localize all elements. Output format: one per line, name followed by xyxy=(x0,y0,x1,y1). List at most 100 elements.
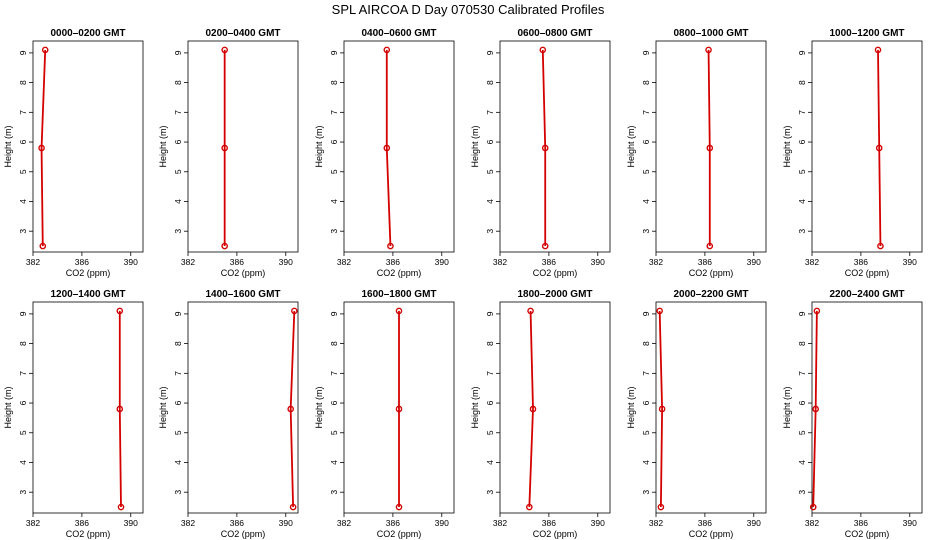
y-tick-label: 7 xyxy=(18,371,28,376)
y-tick-label: 9 xyxy=(641,311,651,316)
x-tick-label: 386 xyxy=(230,257,244,267)
data-point xyxy=(877,242,884,250)
x-tick-label: 390 xyxy=(591,257,605,267)
x-tick-label: 386 xyxy=(75,257,89,267)
data-point xyxy=(875,144,883,152)
y-tick-label: 5 xyxy=(329,430,339,435)
x-tick-label: 390 xyxy=(279,518,293,528)
data-point xyxy=(706,144,714,152)
series-line xyxy=(877,49,882,247)
x-axis-label: CO2 (ppm) xyxy=(66,529,111,539)
y-tick-label: 3 xyxy=(485,490,495,495)
data-point xyxy=(706,242,714,250)
data-point xyxy=(221,46,228,54)
chart-panel: 1200–1400 GMT 382 386 390 3 4 5 6 7 8 9 CO2 (ppm) He… xyxy=(3,289,144,539)
y-axis-label: Height (m) xyxy=(782,125,792,167)
data-point xyxy=(541,242,549,250)
panel-title: 0000–0200 GMT xyxy=(50,28,125,39)
y-tick-label: 3 xyxy=(641,490,651,495)
x-tick-label: 382 xyxy=(493,518,507,528)
data-point xyxy=(221,144,228,152)
x-tick-label: 390 xyxy=(747,518,761,528)
y-tick-label: 8 xyxy=(18,80,28,85)
y-axis-label: Height (m) xyxy=(470,386,480,428)
y-tick-label: 4 xyxy=(641,460,651,465)
chart-panel: 2200–2400 GMT 382 386 390 3 4 5 6 7 8 9 CO2 (ppm) He… xyxy=(782,289,923,539)
y-tick-label: 5 xyxy=(641,430,651,435)
plot-frame xyxy=(187,40,299,253)
y-tick-label: 8 xyxy=(485,80,495,85)
y-tick-label: 7 xyxy=(329,371,339,376)
y-tick-label: 9 xyxy=(485,311,495,316)
plot-frame xyxy=(655,40,767,253)
x-tick-label: 386 xyxy=(854,257,868,267)
figure-title: SPL AIRCOA D Day 070530 Calibrated Profi… xyxy=(332,2,605,17)
x-tick-label: 382 xyxy=(649,257,663,267)
panel-title: 0600–0800 GMT xyxy=(517,28,592,39)
data-point xyxy=(383,144,391,152)
x-axis-label: CO2 (ppm) xyxy=(845,529,890,539)
y-tick-label: 3 xyxy=(641,229,651,234)
panel-title: 1800–2000 GMT xyxy=(517,289,592,300)
x-tick-label: 386 xyxy=(698,257,712,267)
y-tick-label: 7 xyxy=(641,371,651,376)
data-point xyxy=(874,46,882,54)
data-point xyxy=(221,242,228,250)
y-tick-label: 3 xyxy=(485,229,495,234)
y-tick-label: 9 xyxy=(18,311,28,316)
data-point xyxy=(812,405,819,413)
y-tick-label: 4 xyxy=(797,199,807,204)
x-tick-label: 390 xyxy=(435,257,449,267)
chart-panel: 1000–1200 GMT 382 386 390 3 4 5 6 7 8 9 CO2 (ppm) He… xyxy=(782,28,923,278)
y-tick-label: 7 xyxy=(485,110,495,115)
x-axis-label: CO2 (ppm) xyxy=(221,529,266,539)
x-tick-label: 390 xyxy=(435,518,449,528)
data-point xyxy=(526,503,533,511)
y-axis-label: Height (m) xyxy=(3,386,13,428)
y-axis-label: Height (m) xyxy=(782,386,792,428)
y-tick-label: 6 xyxy=(18,400,28,405)
x-tick-label: 390 xyxy=(591,518,605,528)
x-tick-label: 382 xyxy=(337,257,351,267)
y-tick-label: 5 xyxy=(485,430,495,435)
chart-panel: 0400–0600 GMT 382 386 390 3 4 5 6 7 8 9 CO2 (ppm) He… xyxy=(314,28,455,278)
y-tick-label: 5 xyxy=(797,430,807,435)
panel-title: 0200–0400 GMT xyxy=(205,28,280,39)
y-tick-label: 9 xyxy=(485,50,495,55)
y-tick-label: 7 xyxy=(173,110,183,115)
data-point xyxy=(291,307,298,315)
y-tick-label: 9 xyxy=(797,50,807,55)
y-tick-label: 5 xyxy=(18,169,28,174)
x-tick-label: 386 xyxy=(698,518,712,528)
y-tick-label: 3 xyxy=(173,490,183,495)
y-tick-label: 4 xyxy=(173,199,183,204)
y-tick-label: 4 xyxy=(641,199,651,204)
y-tick-label: 8 xyxy=(797,80,807,85)
y-tick-label: 5 xyxy=(329,169,339,174)
panel-title: 1200–1400 GMT xyxy=(50,289,125,300)
x-tick-label: 386 xyxy=(854,518,868,528)
data-point xyxy=(38,144,45,152)
y-tick-label: 7 xyxy=(173,371,183,376)
y-tick-label: 6 xyxy=(173,400,183,405)
y-tick-label: 8 xyxy=(329,341,339,346)
chart-panel: 0000–0200 GMT 382 386 390 3 4 5 6 7 8 9 CO2 (ppm) He… xyxy=(3,28,144,278)
x-axis-label: CO2 (ppm) xyxy=(689,529,734,539)
y-tick-label: 3 xyxy=(18,229,28,234)
y-tick-label: 5 xyxy=(173,169,183,174)
plot-frame xyxy=(32,301,144,514)
y-tick-label: 9 xyxy=(173,50,183,55)
data-point xyxy=(395,405,403,413)
y-tick-label: 4 xyxy=(173,460,183,465)
chart-panel: 2000–2200 GMT 382 386 390 3 4 5 6 7 8 9 CO2 (ppm) He… xyxy=(626,289,767,539)
y-tick-label: 6 xyxy=(173,139,183,144)
data-point xyxy=(541,144,549,152)
data-point xyxy=(395,503,403,511)
panel-title: 1400–1600 GMT xyxy=(205,289,280,300)
data-point xyxy=(539,46,547,54)
x-tick-label: 390 xyxy=(124,518,138,528)
x-tick-label: 390 xyxy=(903,518,917,528)
y-tick-label: 6 xyxy=(641,139,651,144)
chart-panel: 0800–1000 GMT 382 386 390 3 4 5 6 7 8 9 CO2 (ppm) He… xyxy=(626,28,767,278)
y-tick-label: 4 xyxy=(18,199,28,204)
